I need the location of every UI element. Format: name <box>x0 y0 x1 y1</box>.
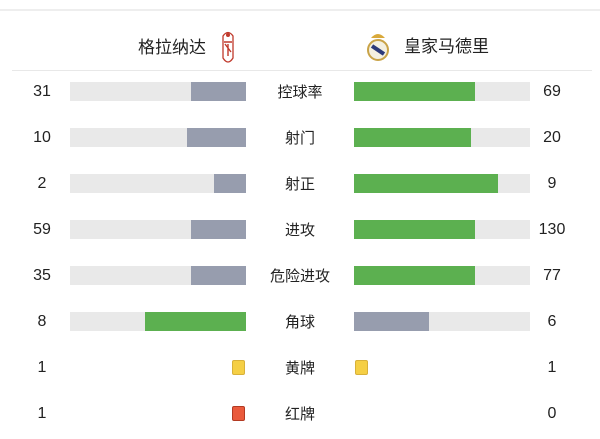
home-bar-fill <box>191 82 246 101</box>
away-value: 0 <box>547 405 557 422</box>
home-value: 8 <box>37 313 47 330</box>
stat-row: 8 角球 6 <box>0 311 600 333</box>
home-bar-fill <box>187 128 246 147</box>
away-bar-fill <box>354 82 476 101</box>
away-bar <box>354 174 530 193</box>
top-divider <box>0 9 600 11</box>
away-value: 69 <box>543 83 561 100</box>
home-bar-fill <box>214 174 246 193</box>
stat-label: 进攻 <box>284 221 315 239</box>
away-bar-fill <box>354 312 430 331</box>
home-bar-fill <box>191 220 246 239</box>
home-value: 1 <box>37 405 47 422</box>
granada-crest-icon <box>222 31 234 63</box>
home-bar <box>70 312 246 331</box>
home-bar-fill <box>191 266 246 285</box>
home-team-name: 格拉纳达 <box>138 38 206 58</box>
yellow-card-icon <box>355 360 368 375</box>
stat-row: 59 进攻 130 <box>0 219 600 241</box>
home-value: 1 <box>37 359 47 376</box>
home-bar <box>70 220 246 239</box>
away-value: 6 <box>547 313 557 330</box>
home-value: 59 <box>33 221 51 238</box>
home-value: 2 <box>37 175 47 192</box>
stat-row: 31 控球率 69 <box>0 81 600 103</box>
away-bar <box>354 312 530 331</box>
away-team-name: 皇家马德里 <box>404 37 489 57</box>
away-bar-fill <box>354 266 475 285</box>
card-row: 1 红牌 0 <box>0 403 600 425</box>
stat-row: 2 射正 9 <box>0 173 600 195</box>
away-value: 77 <box>543 267 561 284</box>
home-bar <box>70 174 246 193</box>
stat-label: 危险进攻 <box>269 267 330 285</box>
home-value: 31 <box>33 83 51 100</box>
away-value: 9 <box>547 175 557 192</box>
home-bar <box>70 266 246 285</box>
home-bar <box>70 128 246 147</box>
stat-row: 35 危险进攻 77 <box>0 265 600 287</box>
red-card-icon <box>232 406 245 421</box>
away-value: 130 <box>538 221 566 238</box>
stat-label: 黄牌 <box>284 359 315 377</box>
away-value: 20 <box>543 129 561 146</box>
stat-label: 控球率 <box>277 83 323 101</box>
away-bar <box>354 266 530 285</box>
away-bar-fill <box>354 174 498 193</box>
real-madrid-crest-icon <box>367 34 389 61</box>
away-value: 1 <box>547 359 557 376</box>
header-divider <box>12 70 592 71</box>
stat-label: 角球 <box>284 313 315 331</box>
card-row: 1 黄牌 1 <box>0 357 600 379</box>
away-bar-fill <box>354 220 476 239</box>
away-bar-fill <box>354 128 472 147</box>
away-bar <box>354 82 530 101</box>
home-bar <box>70 82 246 101</box>
stat-label: 射门 <box>284 129 315 147</box>
yellow-card-icon <box>232 360 245 375</box>
away-bar <box>354 128 530 147</box>
away-team[interactable]: 皇家马德里 <box>366 30 489 64</box>
stat-row: 10 射门 20 <box>0 127 600 149</box>
home-value: 10 <box>33 129 51 146</box>
home-value: 35 <box>33 267 51 284</box>
home-team[interactable]: 格拉纳达 <box>138 30 236 66</box>
stat-label: 射正 <box>284 175 315 193</box>
stat-label: 红牌 <box>284 405 315 423</box>
home-bar-fill <box>145 312 246 331</box>
away-bar <box>354 220 530 239</box>
